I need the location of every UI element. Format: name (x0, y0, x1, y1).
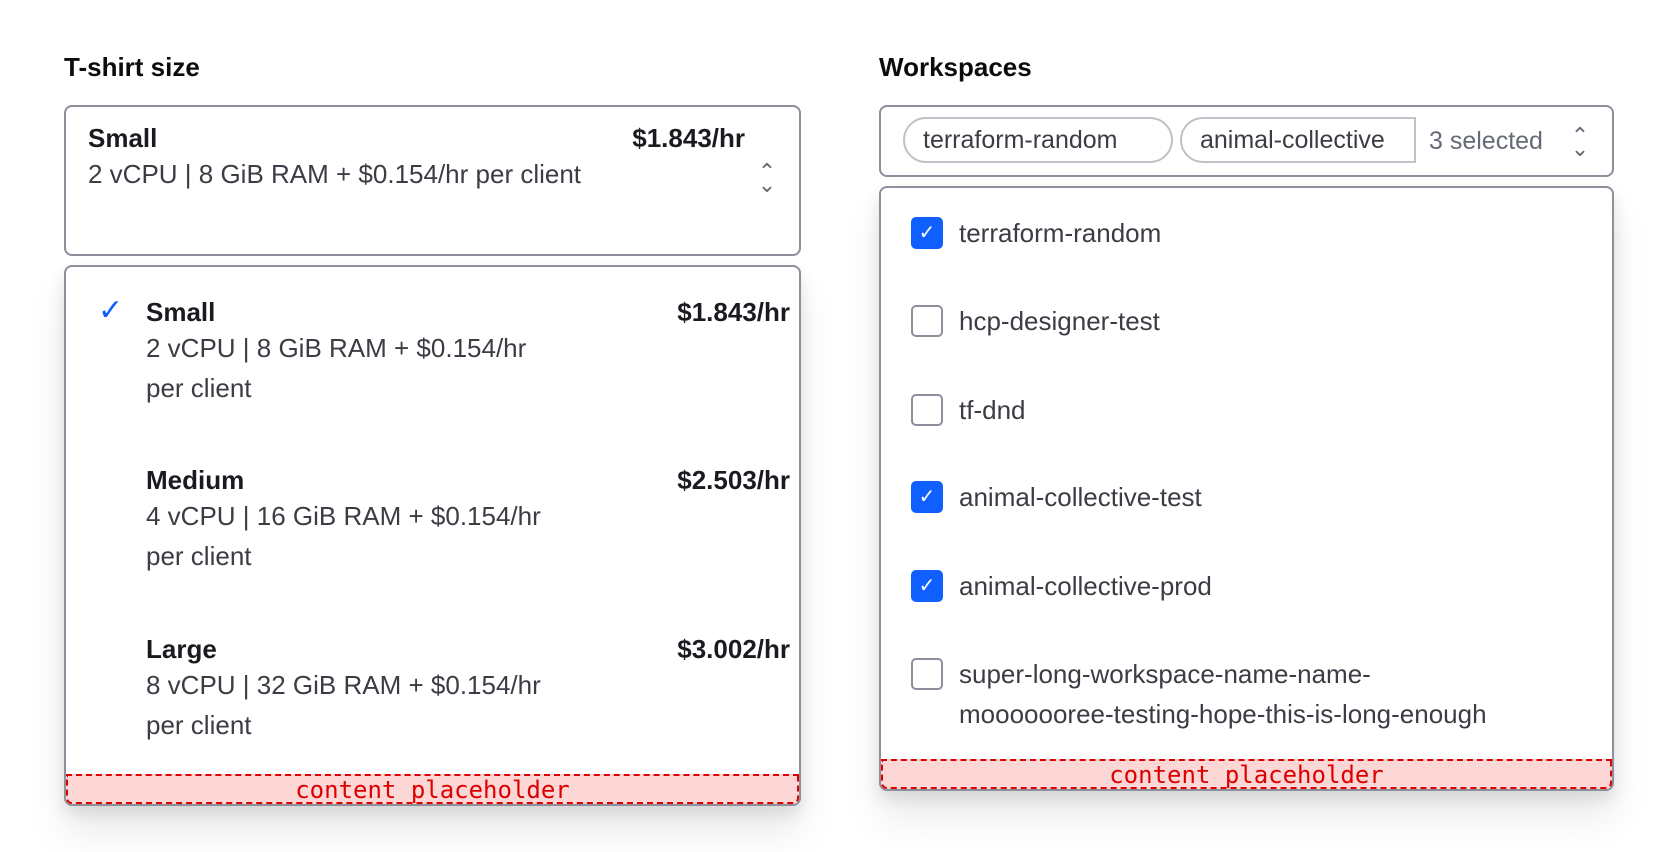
workspace-option[interactable]: super-long-workspace-name-name-moooooore… (911, 654, 1599, 734)
tag-terraform-random[interactable]: terraform-random (903, 117, 1173, 163)
tag-animal-collective[interactable]: animal-collective (1180, 117, 1416, 163)
workspace-option[interactable]: hcp-designer-test (911, 301, 1599, 341)
size-option-small[interactable]: ✓ Small 2 vCPU | 8 GiB RAM + $0.154/hr p… (98, 294, 846, 408)
chevron-up-down-icon: ⌃ ⌄ (757, 159, 777, 197)
size-option-large[interactable]: Large 8 vCPU | 32 GiB RAM + $0.154/hr pe… (146, 634, 846, 745)
tshirt-size-select[interactable]: Small 2 vCPU | 8 GiB RAM + $0.154/hr per… (64, 105, 801, 256)
workspace-option[interactable]: ✓ animal-collective-test (911, 477, 1599, 517)
content-placeholder: content placeholder (881, 759, 1612, 789)
option-name: Large (146, 634, 217, 664)
workspace-name: animal-collective-test (959, 482, 1202, 512)
workspace-name: terraform-random (959, 218, 1162, 248)
selected-size-price: $1.843/hr (632, 123, 745, 153)
checkbox-unchecked-icon[interactable] (911, 305, 943, 337)
workspace-name: animal-collective-prod (959, 571, 1212, 601)
workspace-option[interactable]: ✓ terraform-random (911, 213, 1599, 253)
option-price: $3.002/hr (677, 634, 790, 664)
workspace-option[interactable]: tf-dnd (911, 390, 1599, 430)
workspaces-label: Workspaces (879, 52, 1032, 82)
chevron-up-down-icon: ⌃ ⌄ (1570, 123, 1590, 161)
option-name: Small (146, 297, 216, 327)
checkbox-checked-icon[interactable]: ✓ (911, 217, 943, 249)
option-description-cont: per client (146, 541, 252, 571)
workspaces-listbox: ✓ terraform-random hcp-designer-test tf-d… (879, 186, 1614, 791)
workspaces-select[interactable]: terraform-random animal-collective 3 sel… (879, 105, 1614, 177)
checkbox-checked-icon[interactable]: ✓ (911, 570, 943, 602)
option-price: $1.843/hr (677, 297, 790, 327)
selected-size-name: Small (88, 123, 158, 153)
tshirt-size-listbox: ✓ Small 2 vCPU | 8 GiB RAM + $0.154/hr p… (64, 265, 801, 806)
workspace-option[interactable]: ✓ animal-collective-prod (911, 566, 1599, 606)
tshirt-size-label: T-shirt size (64, 52, 200, 82)
selected-count: 3 selected (1429, 127, 1543, 155)
option-price: $2.503/hr (677, 465, 790, 495)
selected-size-description: 2 vCPU | 8 GiB RAM + $0.154/hr per clien… (88, 159, 582, 189)
workspace-name: super-long-workspace-name-name-moooooore… (959, 659, 1487, 729)
option-description-cont: per client (146, 373, 252, 403)
checkmark-icon: ✓ (98, 294, 124, 327)
checkbox-unchecked-icon[interactable] (911, 394, 943, 426)
option-description: 4 vCPU | 16 GiB RAM + $0.154/hr (146, 501, 541, 531)
checkbox-unchecked-icon[interactable] (911, 658, 943, 690)
option-description: 8 vCPU | 32 GiB RAM + $0.154/hr (146, 670, 541, 700)
workspace-name: hcp-designer-test (959, 306, 1160, 336)
option-description: 2 vCPU | 8 GiB RAM + $0.154/hr (146, 333, 527, 363)
content-placeholder: content placeholder (66, 774, 799, 804)
checkbox-checked-icon[interactable]: ✓ (911, 481, 943, 513)
workspace-name: tf-dnd (959, 395, 1026, 425)
option-description-cont: per client (146, 710, 252, 740)
size-option-medium[interactable]: Medium 4 vCPU | 16 GiB RAM + $0.154/hr p… (146, 465, 846, 576)
option-name: Medium (146, 465, 245, 495)
